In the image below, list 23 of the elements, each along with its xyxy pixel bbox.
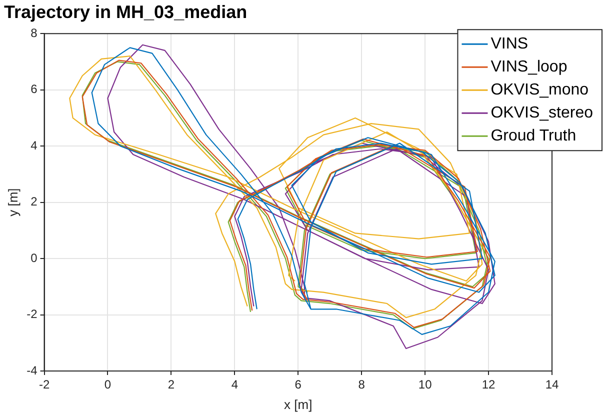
legend-label: OKVIS_mono <box>490 82 589 99</box>
legend-label: VINS_loop <box>490 58 568 76</box>
x-tick-label: 2 <box>168 378 175 392</box>
y-tick-label: 2 <box>30 194 38 209</box>
y-tick-label: 4 <box>30 138 38 152</box>
x-tick-label: 12 <box>482 378 496 392</box>
legend-label: VINS <box>490 36 528 53</box>
y-tick-label: -2 <box>26 307 38 322</box>
chart-title: Trajectory in MH_03_median <box>4 2 248 22</box>
x-tick-label: 14 <box>545 378 559 392</box>
x-tick-label: 6 <box>294 378 302 392</box>
x-axis-title: x [m] <box>284 396 312 412</box>
y-tick-label: -4 <box>26 363 38 378</box>
y-tick-label: 0 <box>30 250 38 265</box>
x-tick-label: 8 <box>358 378 366 392</box>
legend-label: OKVIS_stereo <box>490 104 594 122</box>
y-tick-label: 6 <box>30 82 38 96</box>
x-tick-label: 0 <box>104 378 112 392</box>
x-tick-label: 4 <box>231 378 238 392</box>
x-tick-label: 10 <box>418 378 432 392</box>
legend-label: Groud Truth <box>490 128 576 145</box>
y-axis-title: y [m] <box>5 188 20 216</box>
y-tick-label: 8 <box>30 26 38 40</box>
